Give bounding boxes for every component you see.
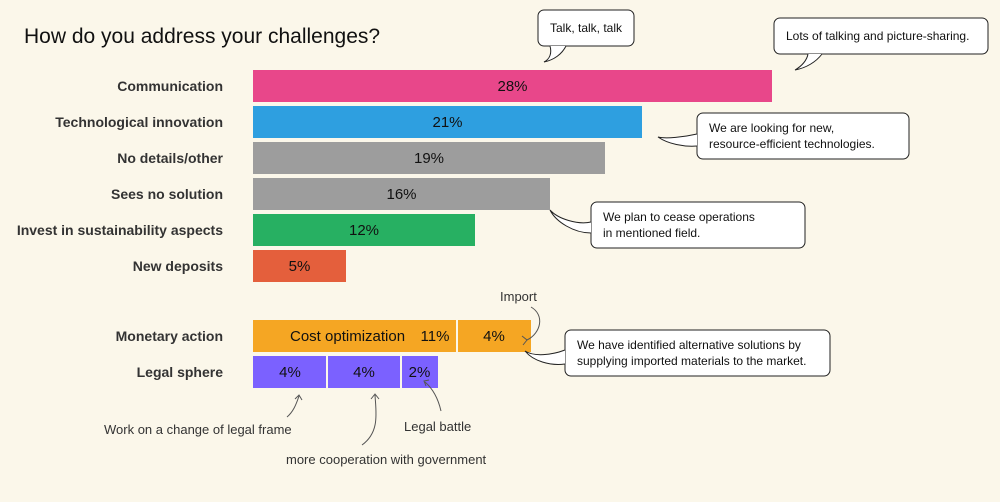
- callout-box: [564, 329, 831, 377]
- data-label-communication: 28%: [497, 78, 527, 95]
- category-labels: Communication Technological innovation No …: [17, 78, 224, 380]
- bar-legal-sphere-seg-3: [402, 356, 438, 388]
- annotation-arrow: [361, 394, 377, 446]
- category-label-no-details-other: No details/other: [117, 150, 223, 166]
- segment-inner-label: Cost optimization: [290, 328, 405, 345]
- chart-title: How do you address your challenges?: [24, 25, 380, 48]
- callouts: Talk, talk, talk Lots of talking and pict…: [524, 9, 989, 377]
- category-label-invest-in-sustainability-aspects: Invest in sustainability aspects: [17, 222, 223, 238]
- category-label-sees-no-solution: Sees no solution: [111, 186, 223, 202]
- data-label-new-deposits: 5%: [289, 258, 311, 275]
- bar-sees-no-solution: [253, 178, 550, 210]
- arrowhead: [370, 393, 380, 400]
- callout-bubble: Lots of talking and picture-sharing.: [773, 17, 989, 71]
- bar-monetary-action-seg-1: [253, 320, 456, 352]
- callout-text: We are looking for new,: [709, 121, 834, 135]
- callout-text: resource-efficient technologies.: [709, 137, 875, 151]
- arrowhead: [294, 394, 303, 401]
- category-label-legal-sphere: Legal sphere: [137, 364, 224, 380]
- bar-new-deposits: [253, 250, 346, 282]
- bar-no-details-other: [253, 142, 605, 174]
- callout-bubble: We have identified alternative solutions…: [524, 329, 831, 377]
- data-label-invest-in-sustainability-aspects: 12%: [349, 222, 379, 239]
- category-label-technological-innovation: Technological innovation: [55, 114, 223, 130]
- category-label-monetary-action: Monetary action: [116, 328, 223, 344]
- callout-box: [590, 201, 806, 249]
- callout-bubble: We plan to cease operations in mentioned …: [549, 201, 806, 249]
- arrowhead: [521, 335, 528, 346]
- callout-bubble: Talk, talk, talk: [537, 9, 635, 63]
- callout-text: in mentioned field.: [603, 226, 700, 240]
- data-label-legal-sphere-seg-1: 4%: [279, 364, 301, 381]
- annotations: Import Work on a change of legal frame mor…: [104, 289, 541, 467]
- callout-box: [537, 9, 635, 47]
- callout-tail: [794, 53, 823, 71]
- bar-monetary-action-seg-2: [458, 320, 531, 352]
- data-label-monetary-action-seg-2: 4%: [483, 328, 505, 345]
- callout-box: [773, 17, 989, 55]
- callout-tail: [657, 133, 698, 147]
- bar-technological-innovation: [253, 106, 642, 138]
- annotation-arrow: [424, 381, 442, 412]
- data-label-technological-innovation: 21%: [432, 114, 462, 131]
- callout-text: supplying imported materials to the mark…: [577, 354, 806, 368]
- callout-text: Talk, talk, talk: [550, 21, 623, 35]
- callout-box: [696, 112, 910, 160]
- annotation-arrow: [526, 306, 541, 341]
- data-label-legal-sphere-seg-3: 2%: [409, 364, 431, 381]
- data-label-legal-sphere-seg-2: 4%: [353, 364, 375, 381]
- category-label-new-deposits: New deposits: [133, 258, 223, 274]
- bar-legal-sphere-seg-1: [253, 356, 326, 388]
- category-label-communication: Communication: [117, 78, 223, 94]
- callout-tail: [543, 45, 567, 63]
- annotation-arrow: [286, 395, 300, 418]
- arrowhead: [423, 379, 430, 387]
- callout-tail: [524, 349, 566, 365]
- bar-communication: [253, 70, 772, 102]
- callout-text: Lots of talking and picture-sharing.: [786, 29, 969, 43]
- data-label-no-details-other: 19%: [414, 150, 444, 167]
- annotation-work-on-a-change-of-legal-frame: Work on a change of legal frame: [104, 422, 292, 437]
- callout-bubble: We are looking for new, resource-efficien…: [657, 112, 910, 160]
- annotation-more-cooperation-with-government: more cooperation with government: [286, 452, 487, 467]
- bar-invest-in-sustainability-aspects: [253, 214, 475, 246]
- callout-text: We have identified alternative solutions…: [577, 338, 801, 352]
- data-label-sees-no-solution: 16%: [386, 186, 416, 203]
- annotation-legal-battle: Legal battle: [404, 419, 471, 434]
- data-label-monetary-action-seg-1: 11%: [421, 328, 450, 345]
- annotation-import: Import: [500, 289, 537, 304]
- bar-legal-sphere-seg-2: [328, 356, 400, 388]
- callout-tail: [549, 209, 592, 234]
- bars: 28% 21% 19% 16% 12% 5% Cost optimization 11% 4% 4…: [253, 70, 772, 388]
- callout-text: We plan to cease operations: [603, 210, 755, 224]
